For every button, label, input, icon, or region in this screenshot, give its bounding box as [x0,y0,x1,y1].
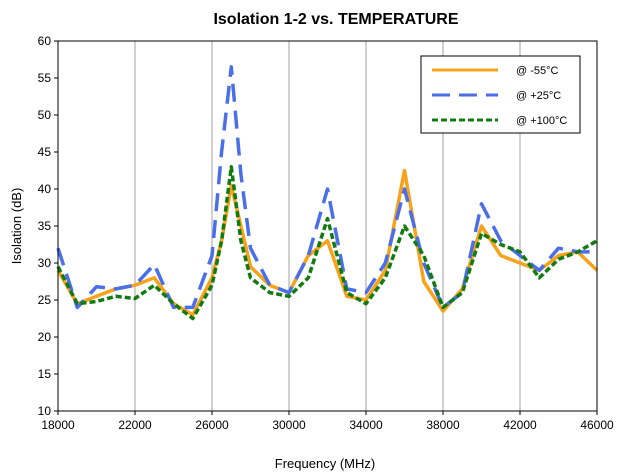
series-line-2 [56,65,597,310]
y-tick-label: 25 [38,293,52,307]
y-tick-label: 10 [38,404,52,418]
x-axis-ticks: 18000 22000 26000 30000 34000 38000 42000 46000 [41,411,614,432]
y-axis-label: Isolation (dB) [9,188,24,265]
y-tick-label: 15 [38,367,52,381]
legend-label-3: @ +100°C [516,115,567,127]
y-axis-ticks: 10 15 20 25 30 35 40 45 50 55 60 [38,34,58,418]
chart-title: Isolation 1-2 vs. TEMPERATURE [213,11,458,28]
y-tick-label: 55 [38,71,52,85]
x-tick-label: 30000 [272,418,306,432]
y-tick-label: 30 [38,256,52,270]
y-tick-label: 50 [38,108,52,122]
x-axis-label: Frequency (MHz) [275,456,375,471]
series-line-3 [56,165,598,321]
x-tick-label: 46000 [580,418,614,432]
y-tick-label: 35 [38,219,52,233]
y-tick-label: 60 [38,34,52,48]
x-tick-label: 38000 [426,418,460,432]
series-lines [56,65,599,321]
x-tick-label: 22000 [118,418,152,432]
y-tick-label: 20 [38,330,52,344]
series-line-1 [56,168,599,317]
x-tick-label: 34000 [349,418,383,432]
legend: @ -55°C @ +25°C @ +100°C [420,55,581,134]
y-tick-label: 45 [38,145,52,159]
x-tick-label: 26000 [195,418,229,432]
legend-label-1: @ -55°C [516,65,559,77]
x-tick-label: 42000 [503,418,537,432]
x-tick-label: 18000 [41,418,75,432]
y-tick-label: 40 [38,182,52,196]
legend-label-2: @ +25°C [516,90,561,102]
